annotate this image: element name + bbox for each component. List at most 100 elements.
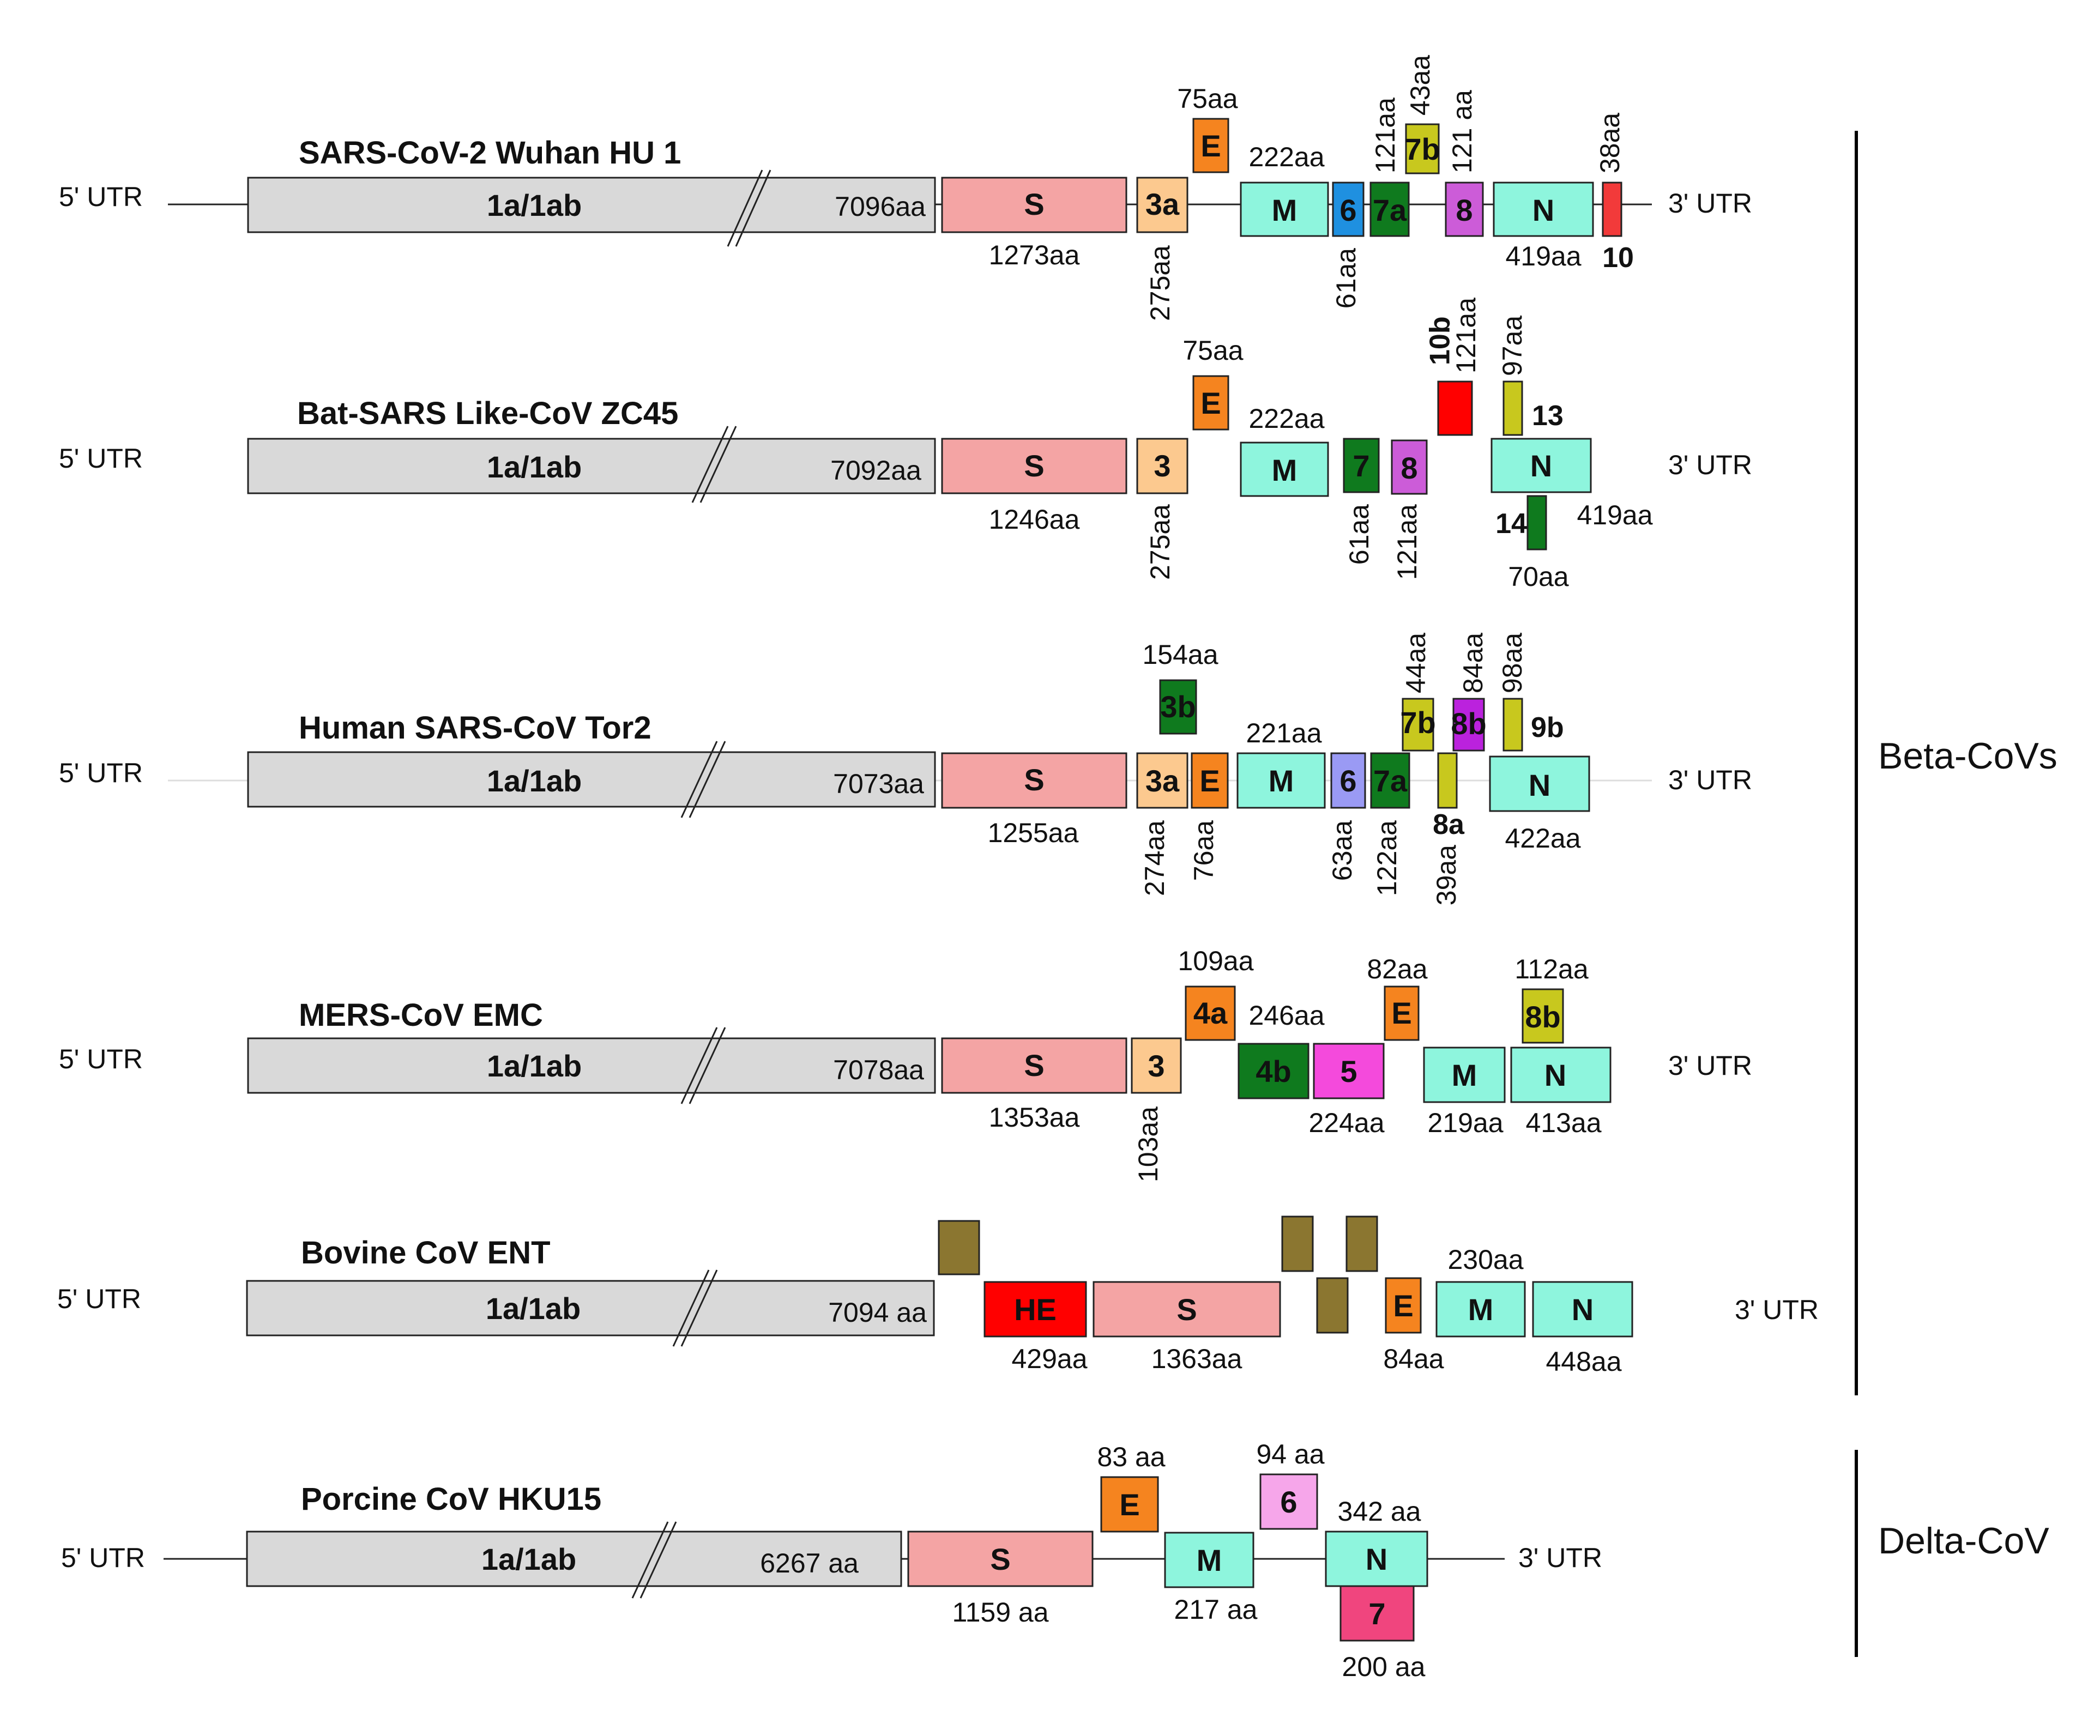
m-gene-label: M [1452,1058,1477,1092]
genome-human-sars-cov-tor2: Human SARS-CoV Tor2 5' UTR 3' UTR 1a/1ab… [59,633,1752,906]
e-gene-length: 75aa [1182,335,1243,366]
e-gene-label: E [1200,129,1221,163]
orf7b-length: 43aa [1405,55,1435,116]
orf1ab-label: 1a/1ab [487,1049,582,1083]
orf3a-length: 275aa [1145,245,1175,321]
s-gene-label: S [1176,1292,1197,1327]
orf3a-box [1136,177,1188,233]
genome-bovine-cov-ent: Bovine CoV ENT 5' UTR 3' UTR 1a/1ab 7094… [57,1215,1819,1377]
n-gene-length: 448aa [1546,1346,1621,1377]
n-gene-label: N [1532,193,1554,227]
orf14-box [1526,495,1547,551]
e-gene-label: E [1199,764,1220,798]
accessory-orf-box [1316,1277,1349,1334]
m-gene-length: 219aa [1427,1108,1503,1138]
orf10-label: 10 [1602,242,1634,274]
orf7a-length: 122aa [1372,820,1402,896]
orf8b-label: 8b [1451,706,1486,741]
e-gene-box [1384,985,1420,1041]
orf10b-box [1437,380,1473,436]
orf3-box [1131,1037,1182,1094]
he-gene-box [983,1281,1087,1338]
m-gene-box [1240,182,1329,237]
orf13-length: 97aa [1497,316,1528,376]
orf6-box [1332,182,1365,237]
orf7-box [1343,438,1380,493]
orf3b-box [1159,679,1197,735]
orf4a-label: 4a [1193,996,1228,1030]
orf8-box [1445,182,1484,237]
s-gene-length: 1159 aa [952,1597,1048,1628]
n-gene-label: N [1572,1292,1594,1327]
utr5-label: 5' UTR [59,182,143,212]
e-gene-length: 76aa [1188,820,1219,881]
utr5-label: 5' UTR [59,1044,143,1074]
n-gene-label: N [1529,768,1550,802]
orf1ab-box [247,751,936,808]
orf7-length: 200 aa [1342,1652,1426,1682]
e-gene-label: E [1119,1487,1139,1522]
orf7-length: 61aa [1344,504,1374,565]
genome-title: Human SARS-CoV Tor2 [299,710,651,746]
orf8-length: 121aa [1392,504,1422,580]
orf8b-label: 8b [1525,1000,1560,1034]
orf1ab-length: 7073aa [833,769,924,799]
orf1ab-label: 1a/1ab [487,764,582,798]
beta-cov-group-label: Beta-CoVs [1878,735,2057,777]
orf1ab-length: 7092aa [830,455,921,486]
orf3a-box [1136,752,1188,809]
orf1ab-length: 7078aa [833,1055,924,1085]
s-gene-box [907,1531,1094,1587]
orf6-box [1330,752,1366,809]
n-gene-box [1532,1281,1633,1338]
s-gene-length: 1246aa [989,504,1080,535]
break-mark [631,1521,677,1599]
e-gene-box [1192,375,1229,431]
m-gene-label: M [1197,1543,1222,1577]
orf1ab-label: 1a/1ab [487,188,582,222]
n-gene-length: 422aa [1505,823,1580,854]
m-gene-length: 221aa [1246,718,1321,748]
n-gene-box [1490,438,1592,493]
m-gene-label: M [1269,764,1294,798]
orf1ab-box [247,177,936,233]
orf7-label: 7 [1368,1596,1385,1631]
orf1ab-length: 7096aa [835,191,926,222]
utr5-label: 5' UTR [57,1284,141,1314]
utr5-label: 5' UTR [61,1543,145,1573]
orf7a-label: 7a [1373,193,1407,227]
m-gene-box [1423,1047,1506,1103]
orf4b-box [1238,1043,1310,1099]
orf8a-length: 39aa [1431,845,1462,905]
orf3a-label: 3a [1145,764,1180,798]
orf7a-box [1369,182,1410,237]
orf8-label: 8 [1401,451,1417,485]
utr3-label: 3' UTR [1668,1050,1752,1081]
orf1ab-box [246,1531,902,1587]
orf6-length: 94 aa [1256,1439,1324,1469]
orf8b-box [1522,988,1564,1044]
orf7b-box [1405,123,1440,174]
genome-title: MERS-CoV EMC [299,997,543,1033]
e-gene-box [1191,752,1229,809]
orf8a-box [1437,752,1458,809]
orf1ab-box [247,438,936,494]
m-gene-length: 222aa [1248,403,1324,434]
s-gene-box [1093,1281,1281,1338]
orf1ab-box [246,1280,935,1336]
orf4b-label: 4b [1256,1054,1291,1088]
break-mark [680,741,726,818]
m-gene-label: M [1272,193,1298,227]
m-gene-length: 230aa [1447,1244,1523,1275]
genome-bat-sars-like-zc45: Bat-SARS Like-CoV ZC45 5' UTR 3' UTR 1a/… [59,298,1752,592]
n-gene-length: 419aa [1505,241,1581,271]
accessory-orf-box [1345,1215,1378,1272]
orf8b-box [1452,698,1485,752]
utr3-label: 3' UTR [1518,1543,1602,1573]
orf6-label: 6 [1339,764,1356,798]
orf8b-length: 84aa [1458,633,1488,693]
genome-mers-cov-emc: MERS-CoV EMC 5' UTR 3' UTR 1a/1ab 7078aa… [59,946,1752,1182]
orf5-label: 5 [1340,1054,1357,1088]
orf8-label: 8 [1456,193,1473,227]
